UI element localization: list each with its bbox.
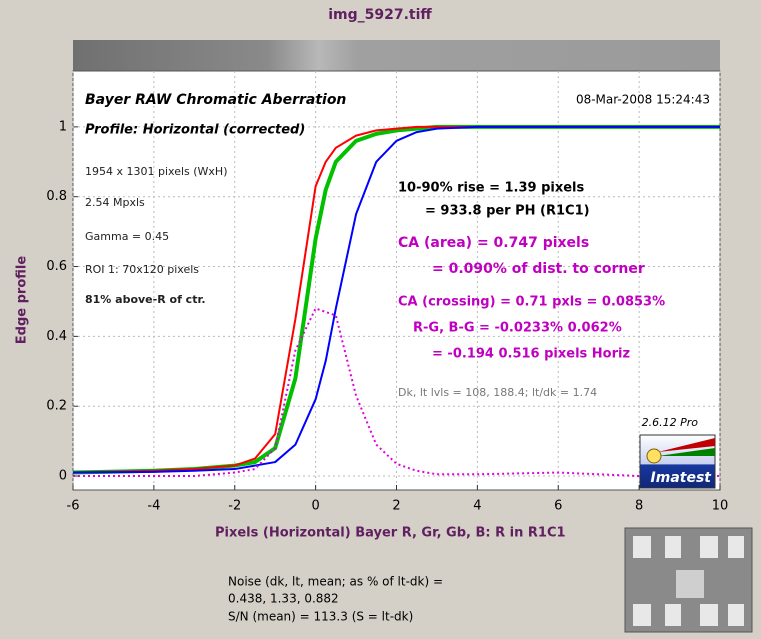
x-axis-label: Pixels (Horizontal) Bayer R, Gr, Gb, B: … — [215, 526, 566, 541]
profile: Profile: Horizontal (corrected) — [85, 123, 305, 138]
y-tick-label: 0.4 — [46, 329, 67, 344]
annotation: = -0.194 0.516 pixels Horiz — [432, 347, 630, 362]
x-tick-label: -2 — [228, 499, 241, 514]
info: Gamma = 0.45 — [85, 230, 169, 243]
levels: Dk, lt lvls = 108, 188.4; lt/dk = 1.74 — [398, 386, 597, 399]
thumbnail-shape — [728, 604, 744, 626]
y-tick-label: 0.8 — [46, 189, 67, 204]
annotation: 10-90% rise = 1.39 pixels — [398, 181, 585, 196]
plot-title: Bayer RAW Chromatic Aberration — [85, 92, 346, 108]
series-line — [72, 125, 720, 474]
thumbnail-shape — [665, 604, 681, 626]
annotation: R-G, B-G = -0.0233% 0.062% — [413, 321, 622, 336]
x-tick-label: 2 — [392, 499, 400, 514]
annotation: CA (crossing) = 0.71 pxls = 0.0853% — [398, 295, 665, 310]
annotation: = 0.090% of dist. to corner — [432, 261, 645, 277]
noise: S/N (mean) = 113.3 (S = lt-dk) — [228, 610, 413, 624]
thumbnail-shape — [700, 604, 718, 626]
thumbnail-shape — [676, 570, 704, 598]
thumbnail — [624, 527, 753, 633]
y-axis-label: Edge profile — [15, 256, 30, 345]
series-line — [73, 307, 720, 478]
info: ROI 1: 70x120 pixels — [85, 263, 199, 276]
logo-sun — [646, 448, 662, 464]
logo-text: Imatest — [651, 470, 713, 486]
x-tick-label: 6 — [554, 499, 562, 514]
y-tick-label: 0.6 — [46, 259, 67, 274]
thumbnail-shape — [633, 604, 651, 626]
gradient-bar — [73, 40, 720, 71]
x-tick-label: -4 — [147, 499, 160, 514]
y-tick-label: 0.2 — [46, 399, 67, 414]
timestamp: 08-Mar-2008 15:24:43 — [576, 93, 710, 107]
version: 2.6.12 Pro — [642, 416, 699, 429]
annotation: = 933.8 per PH (R1C1) — [425, 204, 590, 219]
thumbnail-shape — [665, 536, 681, 558]
thumbnail-shape — [633, 536, 651, 558]
x-tick-label: 4 — [473, 499, 481, 514]
x-tick-label: 8 — [635, 499, 643, 514]
thumbnail-shape — [728, 536, 744, 558]
page-title: img_5927.tiff — [328, 7, 432, 23]
x-tick-label: 0 — [311, 499, 319, 514]
x-tick-label: -6 — [67, 499, 80, 514]
info: 81% above-R of ctr. — [85, 293, 206, 306]
y-tick-label: 0 — [59, 469, 67, 484]
noise: Noise (dk, lt, mean; as % of lt-dk) = — [228, 575, 443, 589]
info: 1954 x 1301 pixels (WxH) — [85, 165, 228, 178]
noise: 0.438, 1.33, 0.882 — [228, 592, 339, 606]
x-tick-label: 10 — [712, 499, 729, 514]
annotation: CA (area) = 0.747 pixels — [398, 235, 589, 251]
thumbnail-shape — [700, 536, 718, 558]
y-tick-label: 1 — [59, 119, 67, 134]
logo: Imatest — [639, 434, 716, 489]
logo-stripe — [658, 438, 715, 452]
info: 2.54 Mpxls — [85, 196, 145, 209]
logo-stripe — [658, 448, 715, 456]
